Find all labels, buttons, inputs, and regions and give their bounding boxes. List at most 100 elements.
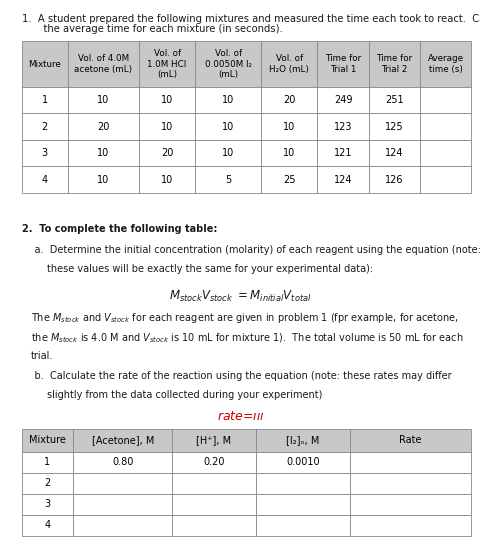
Bar bbox=[368, 41, 419, 87]
Text: 25: 25 bbox=[282, 175, 295, 185]
Text: Vol. of
H₂O (mL): Vol. of H₂O (mL) bbox=[269, 54, 309, 74]
Text: 1: 1 bbox=[44, 457, 50, 467]
Bar bbox=[22, 87, 68, 113]
Bar bbox=[22, 166, 68, 193]
Text: 2.  To complete the following table:: 2. To complete the following table: bbox=[22, 224, 216, 234]
Text: 20: 20 bbox=[283, 95, 295, 105]
Bar bbox=[139, 113, 195, 140]
Text: Mixture: Mixture bbox=[28, 60, 61, 69]
Bar bbox=[68, 140, 139, 166]
Bar bbox=[419, 140, 470, 166]
Bar bbox=[195, 87, 261, 113]
Text: 10: 10 bbox=[161, 175, 173, 185]
Bar bbox=[419, 166, 470, 193]
Bar bbox=[68, 87, 139, 113]
Bar bbox=[172, 473, 255, 494]
Text: 4: 4 bbox=[42, 175, 48, 185]
Bar bbox=[22, 515, 73, 536]
Bar bbox=[317, 113, 368, 140]
Text: a.  Determine the initial concentration (molarity) of each reagent using the equ: a. Determine the initial concentration (… bbox=[22, 245, 480, 255]
Bar bbox=[73, 429, 172, 452]
Bar bbox=[255, 515, 349, 536]
Text: Time for
Trial 2: Time for Trial 2 bbox=[375, 54, 412, 74]
Text: 10: 10 bbox=[161, 95, 173, 105]
Bar bbox=[68, 166, 139, 193]
Text: 251: 251 bbox=[384, 95, 403, 105]
Text: 124: 124 bbox=[333, 175, 351, 185]
Text: 0.0010: 0.0010 bbox=[285, 457, 319, 467]
Bar bbox=[22, 429, 73, 452]
Bar bbox=[195, 113, 261, 140]
Text: $\mathit{M_{stock}V_{stock}}$ $\mathit{=M_{initial}V_{total}}$: $\mathit{M_{stock}V_{stock}}$ $\mathit{=… bbox=[169, 289, 311, 304]
Bar bbox=[172, 494, 255, 515]
Bar bbox=[261, 140, 317, 166]
Text: 10: 10 bbox=[161, 122, 173, 132]
Bar bbox=[195, 41, 261, 87]
Text: 4: 4 bbox=[44, 520, 50, 530]
Text: slightly from the data collected during your experiment): slightly from the data collected during … bbox=[22, 390, 321, 400]
Text: 5: 5 bbox=[225, 175, 231, 185]
Bar bbox=[349, 429, 470, 452]
Bar bbox=[139, 140, 195, 166]
Text: 10: 10 bbox=[97, 95, 109, 105]
Bar bbox=[419, 113, 470, 140]
Text: 20: 20 bbox=[97, 122, 109, 132]
Bar bbox=[349, 515, 470, 536]
Text: 2: 2 bbox=[44, 478, 50, 488]
Text: [Acetone], M: [Acetone], M bbox=[92, 435, 154, 445]
Text: 10: 10 bbox=[97, 175, 109, 185]
Text: 10: 10 bbox=[222, 95, 234, 105]
Text: 10: 10 bbox=[222, 122, 234, 132]
Bar bbox=[255, 429, 349, 452]
Bar bbox=[172, 429, 255, 452]
Bar bbox=[22, 494, 73, 515]
Text: 125: 125 bbox=[384, 122, 403, 132]
Bar bbox=[349, 473, 470, 494]
Text: 1: 1 bbox=[42, 95, 48, 105]
Text: Mixture: Mixture bbox=[29, 435, 66, 445]
Bar bbox=[317, 140, 368, 166]
Bar bbox=[139, 166, 195, 193]
Text: [I₂]ₒ, M: [I₂]ₒ, M bbox=[286, 435, 319, 445]
Bar bbox=[73, 494, 172, 515]
Text: the $\mathit{M_{stock}}$ is 4.0 M and $\mathit{V_{stock}}$ is 10 mL for mixture : the $\mathit{M_{stock}}$ is 4.0 M and $\… bbox=[31, 331, 463, 345]
Bar bbox=[368, 140, 419, 166]
Text: the average time for each mixture (in seconds).: the average time for each mixture (in se… bbox=[31, 24, 282, 34]
Bar bbox=[349, 494, 470, 515]
Text: Vol. of 4.0M
acetone (mL): Vol. of 4.0M acetone (mL) bbox=[74, 54, 132, 74]
Bar bbox=[419, 41, 470, 87]
Text: 249: 249 bbox=[333, 95, 351, 105]
Bar bbox=[73, 473, 172, 494]
Text: Time for
Trial 1: Time for Trial 1 bbox=[324, 54, 360, 74]
Bar bbox=[317, 166, 368, 193]
Bar bbox=[68, 41, 139, 87]
Text: $\mathit{rate}$=$\mathit{\imath\imath\imath}$: $\mathit{rate}$=$\mathit{\imath\imath\im… bbox=[216, 410, 264, 423]
Text: trial.: trial. bbox=[31, 351, 54, 361]
Text: 121: 121 bbox=[333, 148, 351, 158]
Bar bbox=[255, 494, 349, 515]
Bar bbox=[368, 166, 419, 193]
Bar bbox=[255, 452, 349, 473]
Bar bbox=[317, 41, 368, 87]
Bar bbox=[368, 87, 419, 113]
Bar bbox=[73, 515, 172, 536]
Text: 123: 123 bbox=[333, 122, 351, 132]
Bar bbox=[349, 452, 470, 473]
Text: Vol. of
1.0M HCI
(mL): Vol. of 1.0M HCI (mL) bbox=[147, 49, 186, 79]
Text: 10: 10 bbox=[283, 122, 295, 132]
Text: Vol. of
0.0050M I₂
(mL): Vol. of 0.0050M I₂ (mL) bbox=[204, 49, 251, 79]
Text: 1.  A student prepared the following mixtures and measured the time each took to: 1. A student prepared the following mixt… bbox=[22, 14, 480, 24]
Text: these values will be exactly the same for your experimental data):: these values will be exactly the same fo… bbox=[22, 264, 372, 274]
Text: 0.80: 0.80 bbox=[112, 457, 133, 467]
Text: 10: 10 bbox=[97, 148, 109, 158]
Bar bbox=[139, 41, 195, 87]
Bar bbox=[22, 113, 68, 140]
Bar bbox=[22, 41, 68, 87]
Text: Average
time (s): Average time (s) bbox=[427, 54, 463, 74]
Bar bbox=[261, 87, 317, 113]
Bar bbox=[317, 87, 368, 113]
Text: b.  Calculate the rate of the reaction using the equation (note: these rates may: b. Calculate the rate of the reaction us… bbox=[22, 371, 450, 381]
Bar bbox=[419, 87, 470, 113]
Bar bbox=[22, 140, 68, 166]
Bar bbox=[22, 473, 73, 494]
